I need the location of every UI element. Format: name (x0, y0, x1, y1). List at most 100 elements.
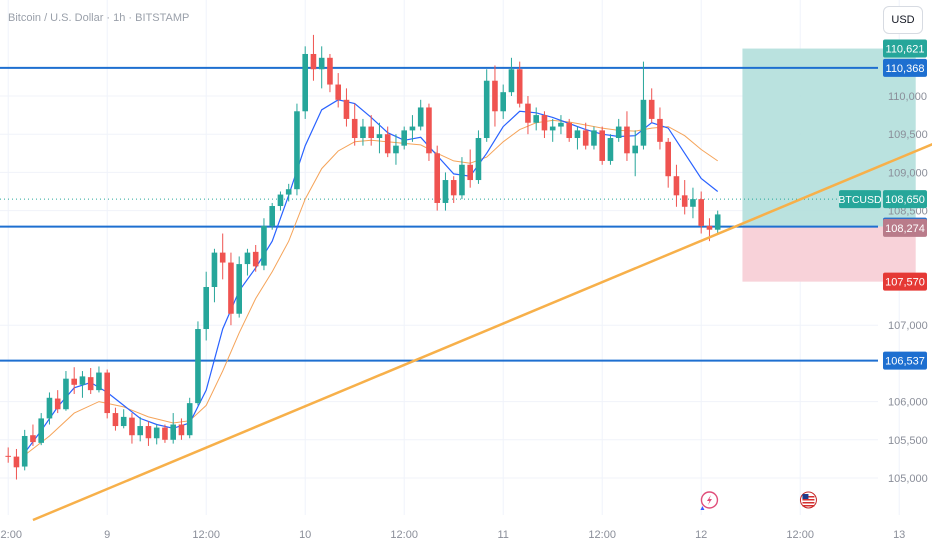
candle (599, 126, 605, 165)
candle-body (285, 189, 292, 195)
candle-body (665, 141, 671, 177)
candle-body (145, 426, 152, 439)
candle (516, 61, 523, 108)
candle-body (648, 99, 655, 119)
candle (186, 397, 193, 439)
candle (500, 84, 506, 119)
candle (79, 371, 86, 398)
candle (203, 271, 209, 341)
time-tick-label: 12:00 (588, 529, 616, 541)
candle-body (203, 287, 209, 330)
price-badge (883, 272, 927, 291)
candle (228, 252, 234, 326)
candle (409, 115, 416, 142)
horizontal-levels (0, 66, 878, 362)
candle (450, 176, 457, 203)
candle-body (343, 99, 350, 119)
candle-body (170, 424, 176, 440)
candle (591, 126, 597, 150)
candle (129, 413, 135, 444)
candle (384, 126, 391, 158)
candle (624, 111, 630, 161)
candle-body (318, 57, 325, 70)
candle-body (79, 376, 86, 385)
candle (137, 416, 143, 442)
candle-body (442, 180, 449, 203)
price-tick-label: 105,000 (888, 473, 928, 485)
candle-body (467, 164, 473, 181)
candle (401, 126, 407, 150)
candle-body (533, 115, 539, 123)
candle (219, 233, 226, 280)
candle-body (409, 126, 416, 131)
currency-button[interactable]: USD (883, 6, 923, 34)
price-badge (883, 218, 927, 237)
candle (252, 244, 259, 272)
candle (351, 103, 358, 146)
candle-body (483, 80, 490, 139)
candle-body (277, 194, 284, 207)
candle (442, 172, 449, 211)
candle-body (21, 435, 28, 467)
candle (244, 248, 251, 276)
candle (261, 218, 267, 271)
candle-body (54, 398, 61, 410)
price-badge (883, 351, 927, 370)
price-badge (883, 190, 927, 209)
candle-body (87, 377, 94, 391)
time-tick-label: 11 (497, 529, 508, 541)
price-badge-text: 108,274 (885, 223, 925, 235)
candle-body (96, 372, 102, 391)
candle (525, 96, 531, 135)
candle-body (13, 456, 20, 468)
candle (285, 183, 292, 202)
candle (170, 413, 176, 444)
candle (483, 69, 490, 142)
candle (665, 138, 671, 188)
candle-body (186, 403, 193, 436)
price-axis[interactable]: 105,000 105,500 106,000 107,000 108,500 109,0… (838, 39, 928, 485)
candle-body (269, 206, 275, 226)
candle-body (211, 252, 218, 287)
candle (343, 88, 350, 127)
candle-body (376, 134, 383, 139)
candle-body (657, 118, 663, 142)
time-tick-label: 12:00 (0, 529, 22, 541)
candle-body (525, 103, 531, 123)
candle (533, 107, 539, 131)
candle (318, 46, 325, 89)
candle (393, 134, 399, 165)
candle-body (137, 426, 143, 436)
price-badge-text: 106,537 (885, 356, 925, 368)
price-tick-label: 107,000 (888, 320, 928, 332)
candle-body (459, 164, 465, 196)
candle-body (640, 99, 647, 146)
candle-body (393, 145, 399, 154)
candle (566, 118, 572, 142)
candle-body (360, 126, 366, 139)
candle (698, 191, 704, 234)
candle-body (294, 111, 300, 190)
price-badge-text: 110,368 (886, 63, 925, 75)
time-tick-label: 13 (893, 529, 905, 541)
candle (648, 88, 655, 123)
candle (434, 145, 440, 211)
candle-body (492, 80, 498, 112)
candle (13, 448, 20, 480)
candle (673, 164, 680, 207)
candle-body (558, 122, 564, 127)
candle (368, 115, 374, 146)
candle-body (368, 126, 374, 139)
candle-body (516, 69, 523, 104)
candle (607, 134, 614, 165)
price-label-target: 110,621 (883, 39, 927, 58)
candle-body (261, 225, 267, 266)
candle (46, 392, 53, 425)
candle-body (236, 264, 242, 314)
candle-body (153, 427, 160, 439)
candle (104, 369, 110, 419)
candle-body (591, 130, 597, 146)
